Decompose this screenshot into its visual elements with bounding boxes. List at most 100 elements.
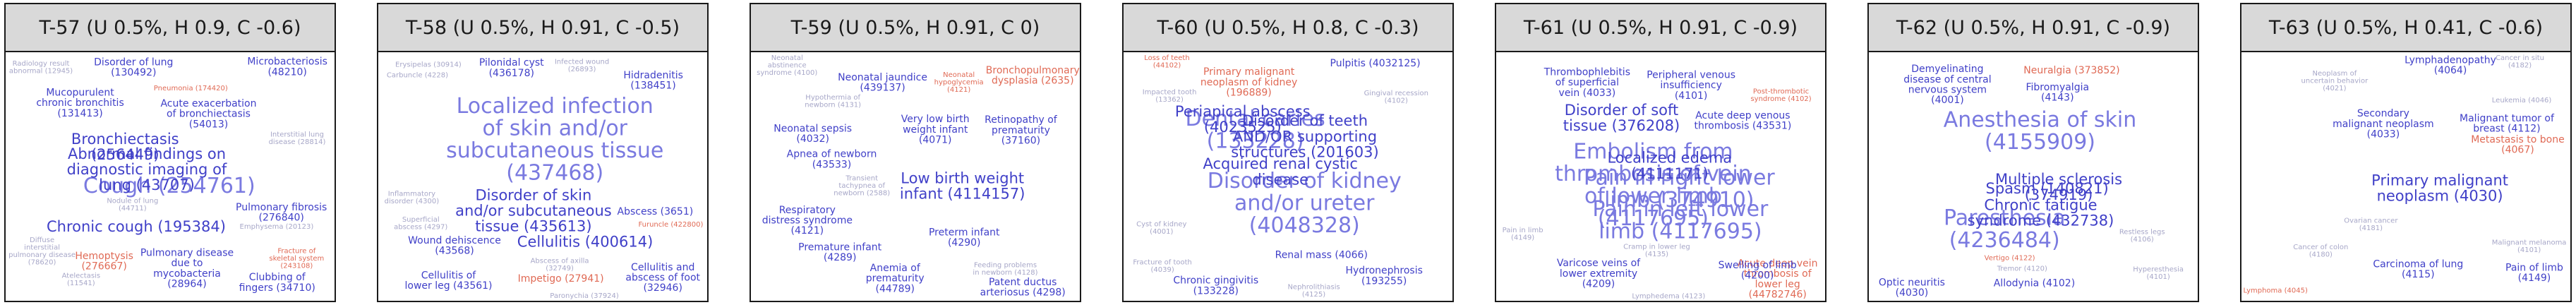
cloud-word: Localized edema (4111171)	[1607, 150, 1732, 182]
cloud-word: Pain in left lower limb (4117695)	[1592, 197, 1769, 244]
cloud-word: Abscess of axilla (32749)	[531, 258, 589, 273]
cloud-word: Pulmonary fibrosis (276840)	[236, 202, 327, 224]
cloud-word: Nodule of lung (44711)	[107, 198, 158, 213]
cloud-word: Neoplasm of uncertain behavior (4021)	[2301, 70, 2369, 92]
wordcloud-panel: T-62 (U 0.5%, H 0.91, C -0.9) Anesthesia …	[1867, 3, 2199, 302]
word-cloud-svg: Anesthesia of skin (4155909) Paresthesia (4…	[1879, 64, 2184, 299]
cloud-word: Abnormal findings on diagnostic imaging o…	[67, 145, 227, 193]
cloud-word: Transient tachypnea of newborn (2588)	[833, 174, 890, 197]
cloud-word: Lymphoma (4045)	[2243, 287, 2308, 294]
panel-title: T-57 (U 0.5%, H 0.9, C -0.6)	[6, 4, 335, 52]
wordcloud-panel: T-57 (U 0.5%, H 0.9, C -0.6) Cough (25476…	[4, 3, 336, 302]
cloud-word: Superficial abscess (4297)	[394, 216, 447, 232]
panel-title: T-59 (U 0.5%, H 0.91, C 0)	[751, 4, 1080, 52]
word-cloud-svg: Primary malignant neoplasm (4030) Secondar…	[2243, 54, 2566, 295]
cloud-word: Microbacteriosis (48210)	[247, 56, 327, 78]
cloud-word: Cyst of kidney (4001)	[1136, 220, 1186, 236]
cloud-word: Hidradenitis (138451)	[623, 70, 683, 92]
cloud-word: Peripheral venous insufficiency (4101)	[1647, 70, 1735, 102]
cloud-word: Neonatal sepsis (4032)	[774, 123, 852, 145]
cloud-word: Neonatal hypoglycemia (4121)	[934, 71, 984, 94]
cloud-word: Apnea of newborn (43533)	[787, 149, 877, 171]
cloud-word: Periapical abscess (4023525)	[1175, 103, 1311, 136]
cloud-word: Very low birth weight infant (4071)	[901, 114, 970, 145]
cloud-word: Restless legs (4106)	[2119, 228, 2165, 244]
cloud-word: Impacted tooth (13362)	[1143, 89, 1197, 104]
cloud-word: Hyperesthesia (4101)	[2133, 266, 2184, 282]
cloud-word: Emphysema (20123)	[240, 223, 314, 231]
cloud-word: Disorder of lung (130492)	[94, 56, 173, 78]
cloud-word: Pulmonary disease due to mycobacteria (2896…	[140, 248, 234, 290]
cloud-word: Respiratory distress syndrome (4121)	[762, 205, 853, 237]
wordcloud-panel: T-63 (U 0.5%, H 0.41, C -0.6) Primary mal…	[2240, 3, 2572, 302]
word-cloud: Cough (254761) Bronchiectasis (256449) Chro…	[6, 52, 335, 301]
cloud-word: Varicose veins of lower extremity (4209)	[1557, 258, 1641, 289]
cloud-word: Gingival recession (4102)	[1364, 90, 1428, 104]
cloud-word: Vertigo (4122)	[1985, 255, 2035, 263]
word-cloud-svg: Localized infection of skin and/or subcuta…	[385, 57, 704, 300]
cloud-word: Tremor (4120)	[1997, 265, 2047, 273]
cloud-word: Leukemia (4046)	[2492, 97, 2552, 104]
cloud-word: Lymphadenopathy (4064)	[2405, 54, 2496, 76]
cloud-word: Low birth weight infant (4114157)	[900, 169, 1025, 202]
panel-title: T-61 (U 0.5%, H 0.91, C -0.9)	[1496, 4, 1825, 52]
cloud-word: Cellulitis and abscess of foot (32946)	[625, 262, 700, 294]
cloud-word: Paresthesia (4236484)	[1944, 206, 2065, 253]
cloud-word: Impetigo (27941)	[518, 273, 604, 285]
cloud-word: Abscess (3651)	[618, 206, 694, 217]
cloud-word: Atelectasis (11541)	[62, 273, 100, 288]
cloud-word: Bronchiectasis (256449)	[71, 131, 179, 163]
cloud-word: Thrombophlebitis of superficial vein (4033…	[1543, 66, 1630, 98]
cloud-word: Post-thrombotic syndrome (4102)	[1750, 88, 1811, 103]
word-cloud-svg: Dental caries (133228) Disorder of kidney a…	[1133, 54, 1428, 299]
cloud-word: Ovarian cancer (4181)	[2344, 217, 2398, 233]
cloud-word: Disorder of soft tissue (376208)	[1563, 102, 1680, 134]
cloud-word: Disorder of skin and/or subcutaneous tissu…	[455, 186, 612, 234]
wordcloud-panel: T-58 (U 0.5%, H 0.91, C -0.5) Localized i…	[377, 3, 709, 302]
cloud-word: Hypothermia of newborn (4131)	[805, 94, 861, 109]
cloud-word: Erysipelas (30914)	[395, 61, 462, 69]
cloud-word: Acute deep vein thrombosis of lower leg (44…	[1738, 258, 1818, 301]
word-cloud: Dental caries (133228) Disorder of kidney a…	[1124, 52, 1452, 301]
cloud-word: Hemoptysis (276667)	[75, 251, 133, 273]
cloud-word: Fibromyalgia (4143)	[2026, 82, 2089, 104]
cloud-word: Cancer of colon (4180)	[2293, 244, 2348, 259]
cloud-word: Chronic cough (195384)	[47, 218, 226, 235]
cloud-word: Carbuncle (4228)	[387, 72, 448, 80]
cloud-word: Acute exacerbation of bronchiectasis (5401…	[160, 98, 256, 130]
cloud-word: Disorder of kidney and/or ureter (4048328)	[1208, 169, 1402, 238]
cloud-word: Anesthesia of skin (4155909)	[1944, 107, 2137, 155]
cloud-word: Acute deep venous thrombosis (43531)	[1694, 110, 1791, 132]
cloud-word: Primary malignant neoplasm of kidney (1968…	[1200, 66, 1297, 98]
wordcloud-panel: T-59 (U 0.5%, H 0.91, C 0) Low birth weig…	[750, 3, 1081, 302]
cloud-word: Wound dehiscence (43568)	[408, 235, 501, 257]
cloud-word: Patent ductus arteriosus (4298)	[980, 277, 1066, 299]
cloud-word: Chronic gingivitis (133228)	[1173, 275, 1258, 297]
word-cloud-svg: Cough (254761) Bronchiectasis (256449) Chro…	[8, 56, 327, 294]
cloud-word: Mucopurulent chronic bronchitis (131413)	[36, 87, 124, 119]
cloud-word: Secondary malignant neoplasm (4033)	[2333, 108, 2434, 140]
cloud-word: Malignant tumor of breast (4112)	[2460, 113, 2555, 135]
cloud-word: Multiple sclerosis (374919)	[1995, 171, 2122, 203]
cloud-word: Diffuse interstitial pulmonary disease (786…	[8, 237, 76, 267]
cloud-word: Nephrolithiasis (4125)	[1287, 283, 1340, 299]
cloud-word: Infected wound (26893)	[555, 58, 609, 73]
panel-title: T-62 (U 0.5%, H 0.91, C -0.9)	[1869, 4, 2198, 52]
cloud-word: Swelling of limb (4200)	[1719, 260, 1797, 282]
cloud-word: Primary malignant neoplasm (4030)	[2371, 172, 2508, 204]
panel-title: T-58 (U 0.5%, H 0.91, C -0.5)	[378, 4, 707, 52]
cloud-word: Pilonidal cyst (436178)	[479, 57, 544, 79]
cloud-word: Clubbing of fingers (34710)	[239, 272, 315, 294]
cloud-word: Fracture of skeletal system (243108)	[269, 248, 324, 270]
cloud-word: Inflammatory disorder (4300)	[385, 191, 440, 206]
cloud-word: Pulpitis (4032125)	[1330, 58, 1421, 69]
word-cloud: Anesthesia of skin (4155909) Paresthesia (4…	[1869, 52, 2198, 301]
cloud-word: Preterm infant (4290)	[929, 227, 1000, 249]
cloud-word: Paronychia (37924)	[550, 292, 619, 300]
cloud-word: Retinopathy of prematurity (37160)	[985, 114, 1058, 146]
cloud-word: Radiology result abnormal (12945)	[9, 60, 73, 76]
word-cloud: Embolism from thrombosis of vein of lower …	[1496, 52, 1825, 301]
cloud-word: Dental caries (133228)	[1186, 107, 1325, 154]
cloud-word: Lymphedema (4123)	[1632, 292, 1705, 300]
cloud-word: Localized infection of skin and/or subcuta…	[446, 94, 663, 186]
